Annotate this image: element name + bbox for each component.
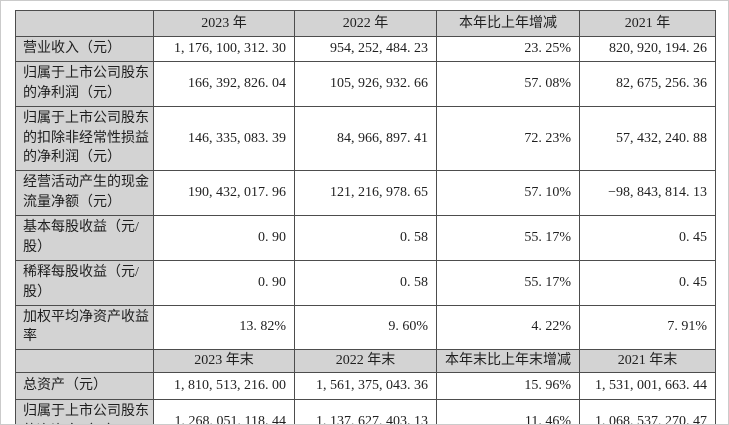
cell-change: 55. 17%: [436, 215, 580, 261]
cell-2023: 1, 176, 100, 312. 30: [153, 36, 295, 62]
col-header-yearend-change: 本年末比上年末增减: [436, 349, 580, 374]
corner-cell: [15, 10, 154, 37]
col-header-2023-end: 2023 年末: [153, 349, 295, 374]
financial-summary-table: 2023 年 2022 年 本年比上年增减 2021 年 营业收入（元） 1, …: [15, 10, 716, 424]
row-label: 归属于上市公司股东的扣除非经常性损益的净利润（元）: [15, 105, 154, 172]
col-header-2021-end: 2021 年末: [579, 349, 716, 374]
cell-change: 15. 96%: [436, 372, 580, 401]
col-header-2021: 2021 年: [579, 10, 716, 37]
corner-cell: [15, 349, 154, 374]
cell-2022: 0. 58: [294, 215, 437, 261]
row-label: 加权平均净资产收益率: [15, 304, 154, 351]
cell-2022: 84, 966, 897. 41: [294, 105, 437, 172]
cell-2021: 82, 675, 256. 36: [579, 60, 716, 107]
cell-2023: 190, 432, 017. 96: [153, 170, 295, 216]
cell-change: 57. 10%: [436, 170, 580, 216]
table-row-total-assets: 总资产（元） 1, 810, 513, 216. 00 1, 561, 375,…: [15, 372, 716, 401]
cell-2023: 1, 268, 051, 118. 44: [153, 399, 295, 424]
cell-2021: 0. 45: [579, 259, 716, 306]
cell-2022: 1, 561, 375, 043. 36: [294, 372, 437, 401]
cell-2021: 1, 531, 001, 663. 44: [579, 372, 716, 401]
cell-2021: 7. 91%: [579, 304, 716, 351]
cell-change: 11. 46%: [436, 399, 580, 424]
cell-2021: 1, 068, 537, 270. 47: [579, 399, 716, 424]
table-row-net-profit: 归属于上市公司股东的净利润（元） 166, 392, 826. 04 105, …: [15, 60, 716, 107]
cell-change: 55. 17%: [436, 259, 580, 306]
row-label: 基本每股收益（元/股）: [15, 215, 154, 261]
cell-2022: 954, 252, 484. 23: [294, 36, 437, 62]
cell-2023: 0. 90: [153, 215, 295, 261]
row-label: 稀释每股收益（元/股）: [15, 259, 154, 306]
cell-2021: 0. 45: [579, 215, 716, 261]
cell-2023: 146, 335, 083. 39: [153, 105, 295, 172]
col-header-yoy-change: 本年比上年增减: [436, 10, 580, 37]
col-header-2023: 2023 年: [153, 10, 295, 37]
col-header-2022-end: 2022 年末: [294, 349, 437, 374]
cell-2022: 9. 60%: [294, 304, 437, 351]
cell-2021: 57, 432, 240. 88: [579, 105, 716, 172]
row-label: 归属于上市公司股东的净利润（元）: [15, 60, 154, 107]
cell-2023: 13. 82%: [153, 304, 295, 351]
cell-2021: 820, 920, 194. 26: [579, 36, 716, 62]
row-label: 经营活动产生的现金流量净额（元）: [15, 170, 154, 216]
cell-change: 72. 23%: [436, 105, 580, 172]
table-row-basic-eps: 基本每股收益（元/股） 0. 90 0. 58 55. 17% 0. 45: [15, 215, 716, 261]
cell-change: 23. 25%: [436, 36, 580, 62]
table-row-revenue: 营业收入（元） 1, 176, 100, 312. 30 954, 252, 4…: [15, 36, 716, 62]
table-row-net-assets: 归属于上市公司股东的净资产（元） 1, 268, 051, 118. 44 1,…: [15, 399, 716, 424]
cell-2022: 105, 926, 932. 66: [294, 60, 437, 107]
cell-2022: 121, 216, 978. 65: [294, 170, 437, 216]
yearend-header-row: 2023 年末 2022 年末 本年末比上年末增减 2021 年末: [15, 349, 716, 374]
cell-2022: 1, 137, 627, 403. 13: [294, 399, 437, 424]
cell-2022: 0. 58: [294, 259, 437, 306]
row-label: 营业收入（元）: [15, 36, 154, 62]
cell-2023: 166, 392, 826. 04: [153, 60, 295, 107]
col-header-2022: 2022 年: [294, 10, 437, 37]
cell-2023: 1, 810, 513, 216. 00: [153, 372, 295, 401]
cell-2021: −98, 843, 814. 13: [579, 170, 716, 216]
row-label: 总资产（元）: [15, 372, 154, 401]
table-row-weighted-avg-roe: 加权平均净资产收益率 13. 82% 9. 60% 4. 22% 7. 91%: [15, 304, 716, 351]
cell-change: 4. 22%: [436, 304, 580, 351]
cell-change: 57. 08%: [436, 60, 580, 107]
table-row-operating-cash-flow: 经营活动产生的现金流量净额（元） 190, 432, 017. 96 121, …: [15, 170, 716, 216]
row-label: 归属于上市公司股东的净资产（元）: [15, 399, 154, 424]
cell-2023: 0. 90: [153, 259, 295, 306]
year-header-row: 2023 年 2022 年 本年比上年增减 2021 年: [15, 10, 716, 37]
table-row-net-profit-excl-nonrecurring: 归属于上市公司股东的扣除非经常性损益的净利润（元） 146, 335, 083.…: [15, 105, 716, 172]
table-row-diluted-eps: 稀释每股收益（元/股） 0. 90 0. 58 55. 17% 0. 45: [15, 259, 716, 306]
